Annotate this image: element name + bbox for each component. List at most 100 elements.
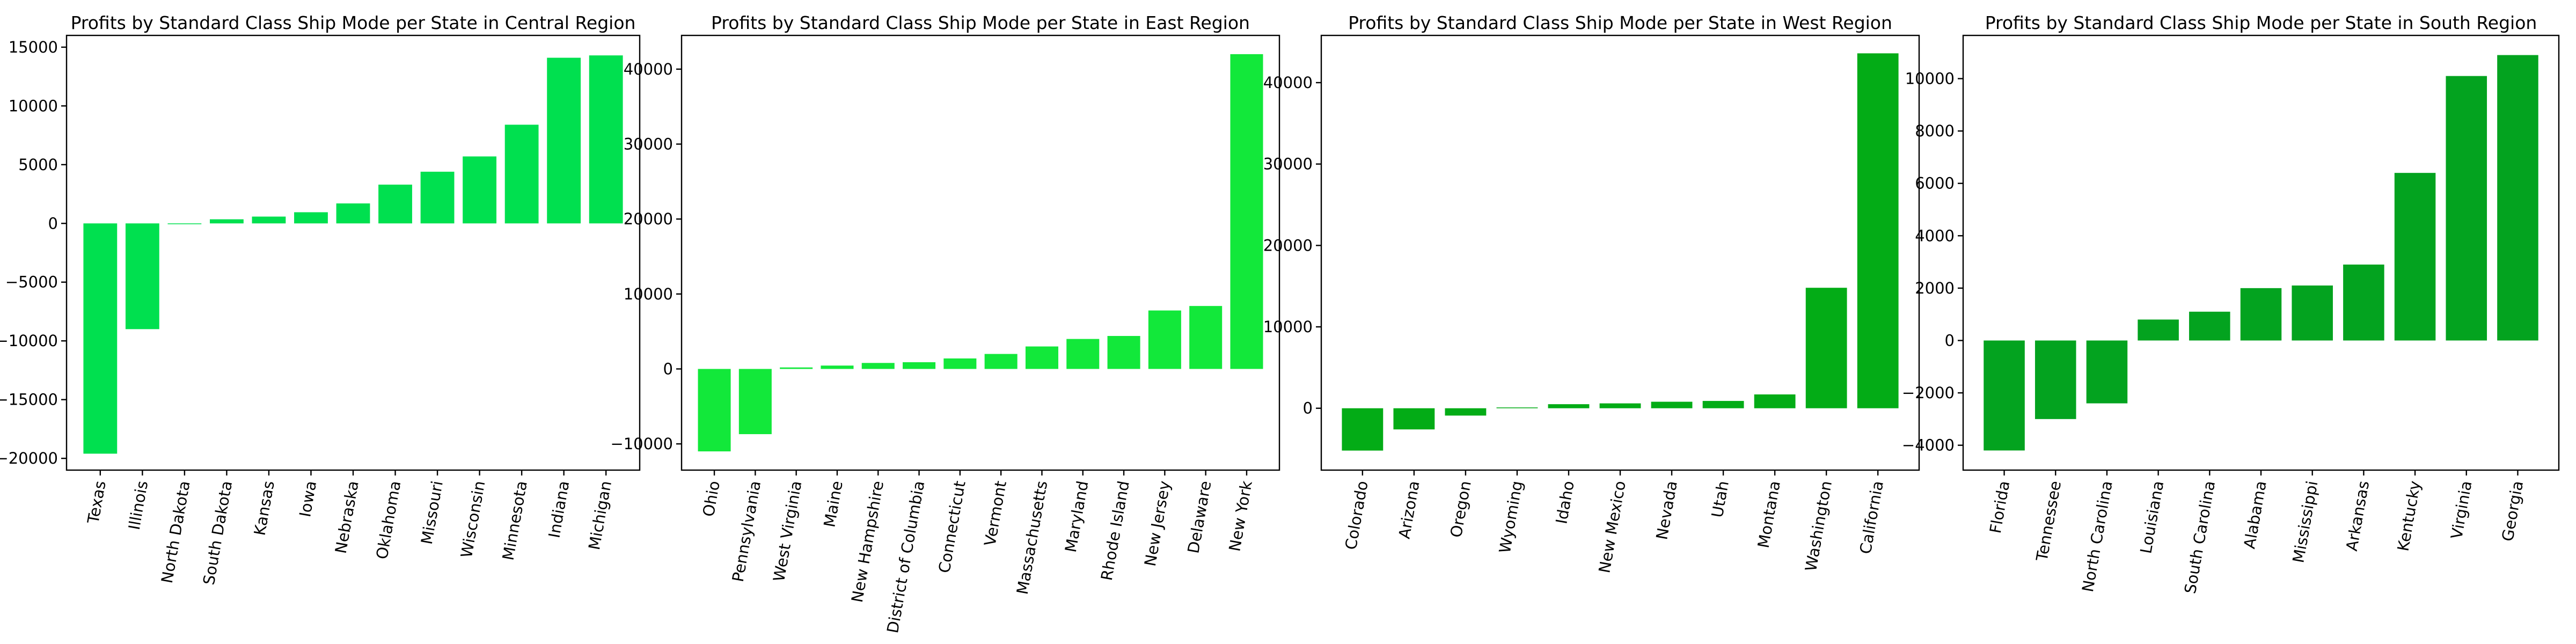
x-tick-label: Wyoming — [1496, 479, 1526, 554]
bar-ohio — [698, 369, 731, 452]
y-tick-label: −15000 — [0, 391, 58, 409]
bar-wisconsin — [463, 156, 496, 224]
bar-maryland — [1066, 339, 1100, 369]
y-tick-label: 40000 — [1263, 74, 1313, 92]
bar-west-virginia — [780, 367, 813, 369]
bar-rhode-island — [1107, 336, 1140, 369]
chart-panel-4: −4000 −2000 0 2000 4000 6000 8000 10000 Florida T… — [1902, 12, 2560, 595]
bar-maine — [821, 365, 854, 369]
x-tick-label: Kentucky — [2394, 479, 2424, 552]
y-tick-label: −20000 — [0, 449, 58, 467]
y-tick-label: 10000 — [624, 285, 673, 303]
bar-louisiana — [2138, 319, 2179, 341]
bar-california — [1857, 53, 1899, 408]
y-tick-label: −4000 — [1902, 436, 1955, 455]
bar-florida — [1984, 340, 2025, 451]
x-tick-label: Maryland — [1062, 479, 1092, 553]
bar-idaho — [1548, 404, 1590, 408]
x-tick-label: California — [1856, 479, 1887, 555]
bar-tennessee — [2035, 340, 2076, 419]
bar-oregon — [1445, 408, 1487, 416]
x-tick-label: Ohio — [699, 479, 723, 518]
x-tick-label: Nebraska — [332, 479, 362, 555]
y-tick-label: 8000 — [1915, 122, 1955, 140]
x-tick-label: Utah — [1708, 479, 1732, 519]
x-tick-label: Idaho — [1552, 479, 1578, 525]
bar-minnesota — [504, 125, 539, 224]
bar-connecticut — [943, 358, 977, 369]
x-tick-label: Tennessee — [2032, 479, 2065, 563]
bar-texas — [83, 223, 118, 454]
bar-missouri — [420, 171, 455, 224]
chart-title: Profits by Standard Class Ship Mode per … — [71, 12, 636, 33]
bar-iowa — [294, 212, 328, 224]
x-tick-label: South Dakota — [200, 479, 236, 586]
x-tick-label: Maine — [820, 479, 846, 529]
x-tick-label: North Dakota — [158, 479, 194, 584]
bar-new-mexico — [1599, 403, 1641, 408]
x-tick-label: Louisiana — [2136, 479, 2167, 555]
y-tick-label: 20000 — [624, 210, 673, 228]
bar-south-carolina — [2189, 311, 2230, 341]
y-tick-label: −10000 — [610, 435, 673, 453]
x-tick-label: Michigan — [585, 479, 615, 551]
bar-kansas — [252, 216, 286, 224]
y-tick-label: 5000 — [18, 156, 58, 174]
x-tick-label: Arkansas — [2343, 479, 2373, 552]
bar-utah — [1702, 401, 1744, 408]
chart-title: Profits by Standard Class Ship Mode per … — [1348, 12, 1892, 33]
bar-alabama — [2240, 288, 2282, 341]
bar-north-dakota — [167, 223, 202, 224]
y-tick-label: 0 — [1303, 399, 1313, 418]
y-tick-label: 15000 — [9, 38, 58, 56]
bar-pennsylvania — [738, 369, 772, 434]
bar-new-hampshire — [861, 363, 895, 369]
x-tick-label: Kansas — [251, 479, 278, 537]
x-tick-label: Arizona — [1395, 479, 1423, 540]
y-tick-label: 30000 — [1263, 155, 1313, 173]
bar-arizona — [1393, 408, 1435, 430]
plot-frame — [680, 34, 1280, 471]
bar-colorado — [1342, 408, 1384, 451]
x-tick-label: Wisconsin — [457, 479, 489, 559]
y-tick-label: 0 — [1945, 331, 1955, 349]
bar-south-dakota — [210, 219, 244, 224]
x-tick-label: Delaware — [1184, 479, 1214, 554]
bar-indiana — [547, 57, 581, 224]
bar-mississippi — [2292, 285, 2333, 341]
bar-north-carolina — [2086, 340, 2128, 404]
y-tick-label: 10000 — [1263, 318, 1313, 336]
x-tick-label: Connecticut — [935, 479, 969, 574]
y-tick-label: −10000 — [0, 332, 58, 350]
x-tick-label: Oklahoma — [372, 479, 404, 560]
x-tick-label: District of Columbia — [883, 479, 928, 634]
x-tick-label: Minnesota — [499, 479, 531, 561]
y-tick-label: 0 — [663, 360, 673, 378]
bar-georgia — [2497, 55, 2538, 341]
bar-oklahoma — [378, 185, 412, 224]
chart-panel-3: 0 10000 20000 30000 40000 Colorado Arizona Oreg… — [1263, 12, 1920, 574]
x-tick-label: Pennsylvania — [729, 479, 765, 583]
bar-michigan — [589, 55, 623, 224]
x-tick-label: North Carolina — [2079, 479, 2116, 593]
bar-nebraska — [336, 203, 370, 224]
bar-nevada — [1651, 401, 1693, 408]
x-tick-label: Illinois — [125, 479, 151, 531]
x-tick-label: New Mexico — [1595, 479, 1629, 574]
x-tick-label: New York — [1225, 479, 1256, 553]
y-tick-label: −5000 — [5, 273, 58, 291]
bar-massachusetts — [1025, 346, 1058, 369]
chart-panel-1: −20000 −15000 −10000 −5000 0 5000 10000 15000 Te… — [0, 12, 641, 586]
x-tick-label: Vermont — [980, 479, 1010, 547]
x-tick-label: West Virginia — [770, 479, 805, 583]
bar-vermont — [984, 354, 1018, 369]
bar-wyoming — [1496, 407, 1538, 408]
chart-panel-2: −10000 0 10000 20000 30000 40000 Ohio Pennsylva… — [610, 12, 1280, 634]
x-tick-label: Iowa — [296, 479, 320, 518]
bar-new-york — [1230, 54, 1263, 369]
x-tick-label: Rhode Island — [1097, 479, 1133, 582]
x-tick-label: South Carolina — [2181, 479, 2219, 595]
x-tick-label: New Jersey — [1141, 479, 1174, 567]
bar-illinois — [125, 223, 159, 330]
y-tick-label: 40000 — [624, 60, 673, 78]
